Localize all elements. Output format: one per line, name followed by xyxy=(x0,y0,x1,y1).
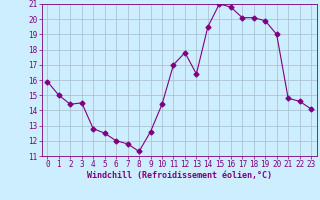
X-axis label: Windchill (Refroidissement éolien,°C): Windchill (Refroidissement éolien,°C) xyxy=(87,171,272,180)
